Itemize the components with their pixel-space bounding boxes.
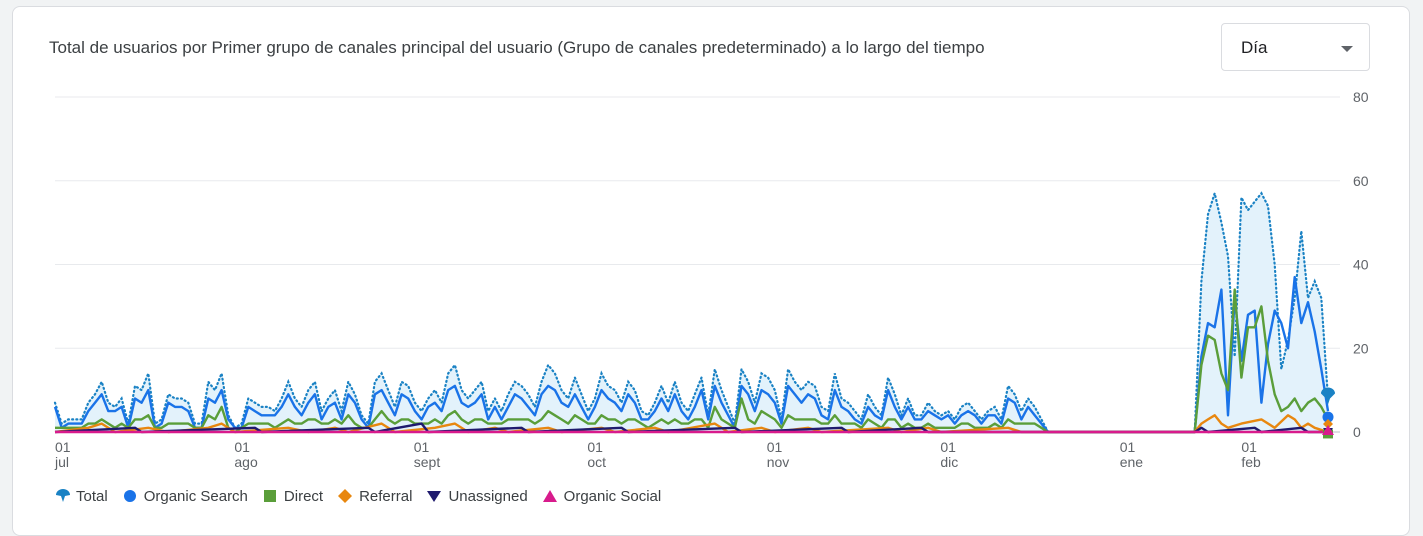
x-tick-day: 01 xyxy=(940,439,956,455)
legend-label: Unassigned xyxy=(448,487,528,505)
x-tick-month: feb xyxy=(1241,454,1261,470)
triangle-up-icon xyxy=(542,490,557,502)
legend-label: Organic Social xyxy=(563,487,662,505)
x-tick-day: 01 xyxy=(414,439,430,455)
chevron-down-icon xyxy=(1341,46,1353,52)
x-tick-day: 01 xyxy=(55,439,71,455)
legend-label: Organic Search xyxy=(143,487,248,505)
legend-item-organic-social[interactable]: Organic Social xyxy=(542,487,662,505)
triangle-down-icon xyxy=(427,491,442,502)
y-tick-label: 60 xyxy=(1353,173,1369,189)
x-tick-month: dic xyxy=(940,454,958,470)
legend-item-referral[interactable]: Referral xyxy=(337,488,412,505)
end-marker-organic-search xyxy=(1322,411,1334,423)
legend-item-direct[interactable]: Direct xyxy=(262,488,323,505)
series-line-unassigned xyxy=(54,422,1328,434)
legend-label: Referral xyxy=(359,487,413,505)
chart-card xyxy=(12,6,1410,536)
x-tick-day: 01 xyxy=(234,439,250,455)
pin-icon xyxy=(56,489,70,502)
series-line-referral xyxy=(54,414,1329,434)
y-tick-label: 20 xyxy=(1353,340,1369,356)
line-chart: 02040608001jul01ago01sept01oct01nov01dic… xyxy=(53,89,1369,470)
legend-item-unassigned[interactable]: Unassigned xyxy=(426,487,528,505)
x-tick-month: nov xyxy=(767,454,790,470)
legend-label: Direct xyxy=(283,487,324,505)
legend-item-organic-search[interactable]: Organic Search xyxy=(122,488,248,505)
x-tick-month: ene xyxy=(1120,454,1144,470)
x-tick-day: 01 xyxy=(1241,439,1257,455)
x-tick-month: ago xyxy=(234,454,258,470)
y-tick-label: 0 xyxy=(1353,424,1361,440)
diamond-icon xyxy=(338,489,353,503)
period-select-value: Día xyxy=(1241,38,1268,57)
x-tick-month: sept xyxy=(414,454,441,470)
x-tick-month: oct xyxy=(587,454,606,470)
series-line-total xyxy=(53,189,1330,434)
y-tick-label: 40 xyxy=(1353,257,1369,273)
period-select[interactable]: Día xyxy=(1221,23,1370,71)
x-tick-day: 01 xyxy=(767,439,783,455)
x-tick-month: jul xyxy=(54,454,69,470)
chart-title: Total de usuarios por Primer grupo de ca… xyxy=(49,38,985,57)
legend-label: Total xyxy=(76,487,108,505)
end-marker-organic-social xyxy=(1322,425,1334,435)
end-marker-total xyxy=(1321,387,1335,405)
series-area-total xyxy=(55,193,1328,432)
x-tick-day: 01 xyxy=(1120,439,1136,455)
y-tick-label: 80 xyxy=(1353,89,1369,105)
x-tick-day: 01 xyxy=(587,439,603,455)
square-icon xyxy=(263,490,276,502)
chart-legend: Total Organic Search Direct Referral Unassig… xyxy=(54,486,675,506)
end-marker-referral xyxy=(1323,419,1333,429)
circle-icon xyxy=(123,490,136,502)
legend-item-total[interactable]: Total xyxy=(54,488,108,505)
